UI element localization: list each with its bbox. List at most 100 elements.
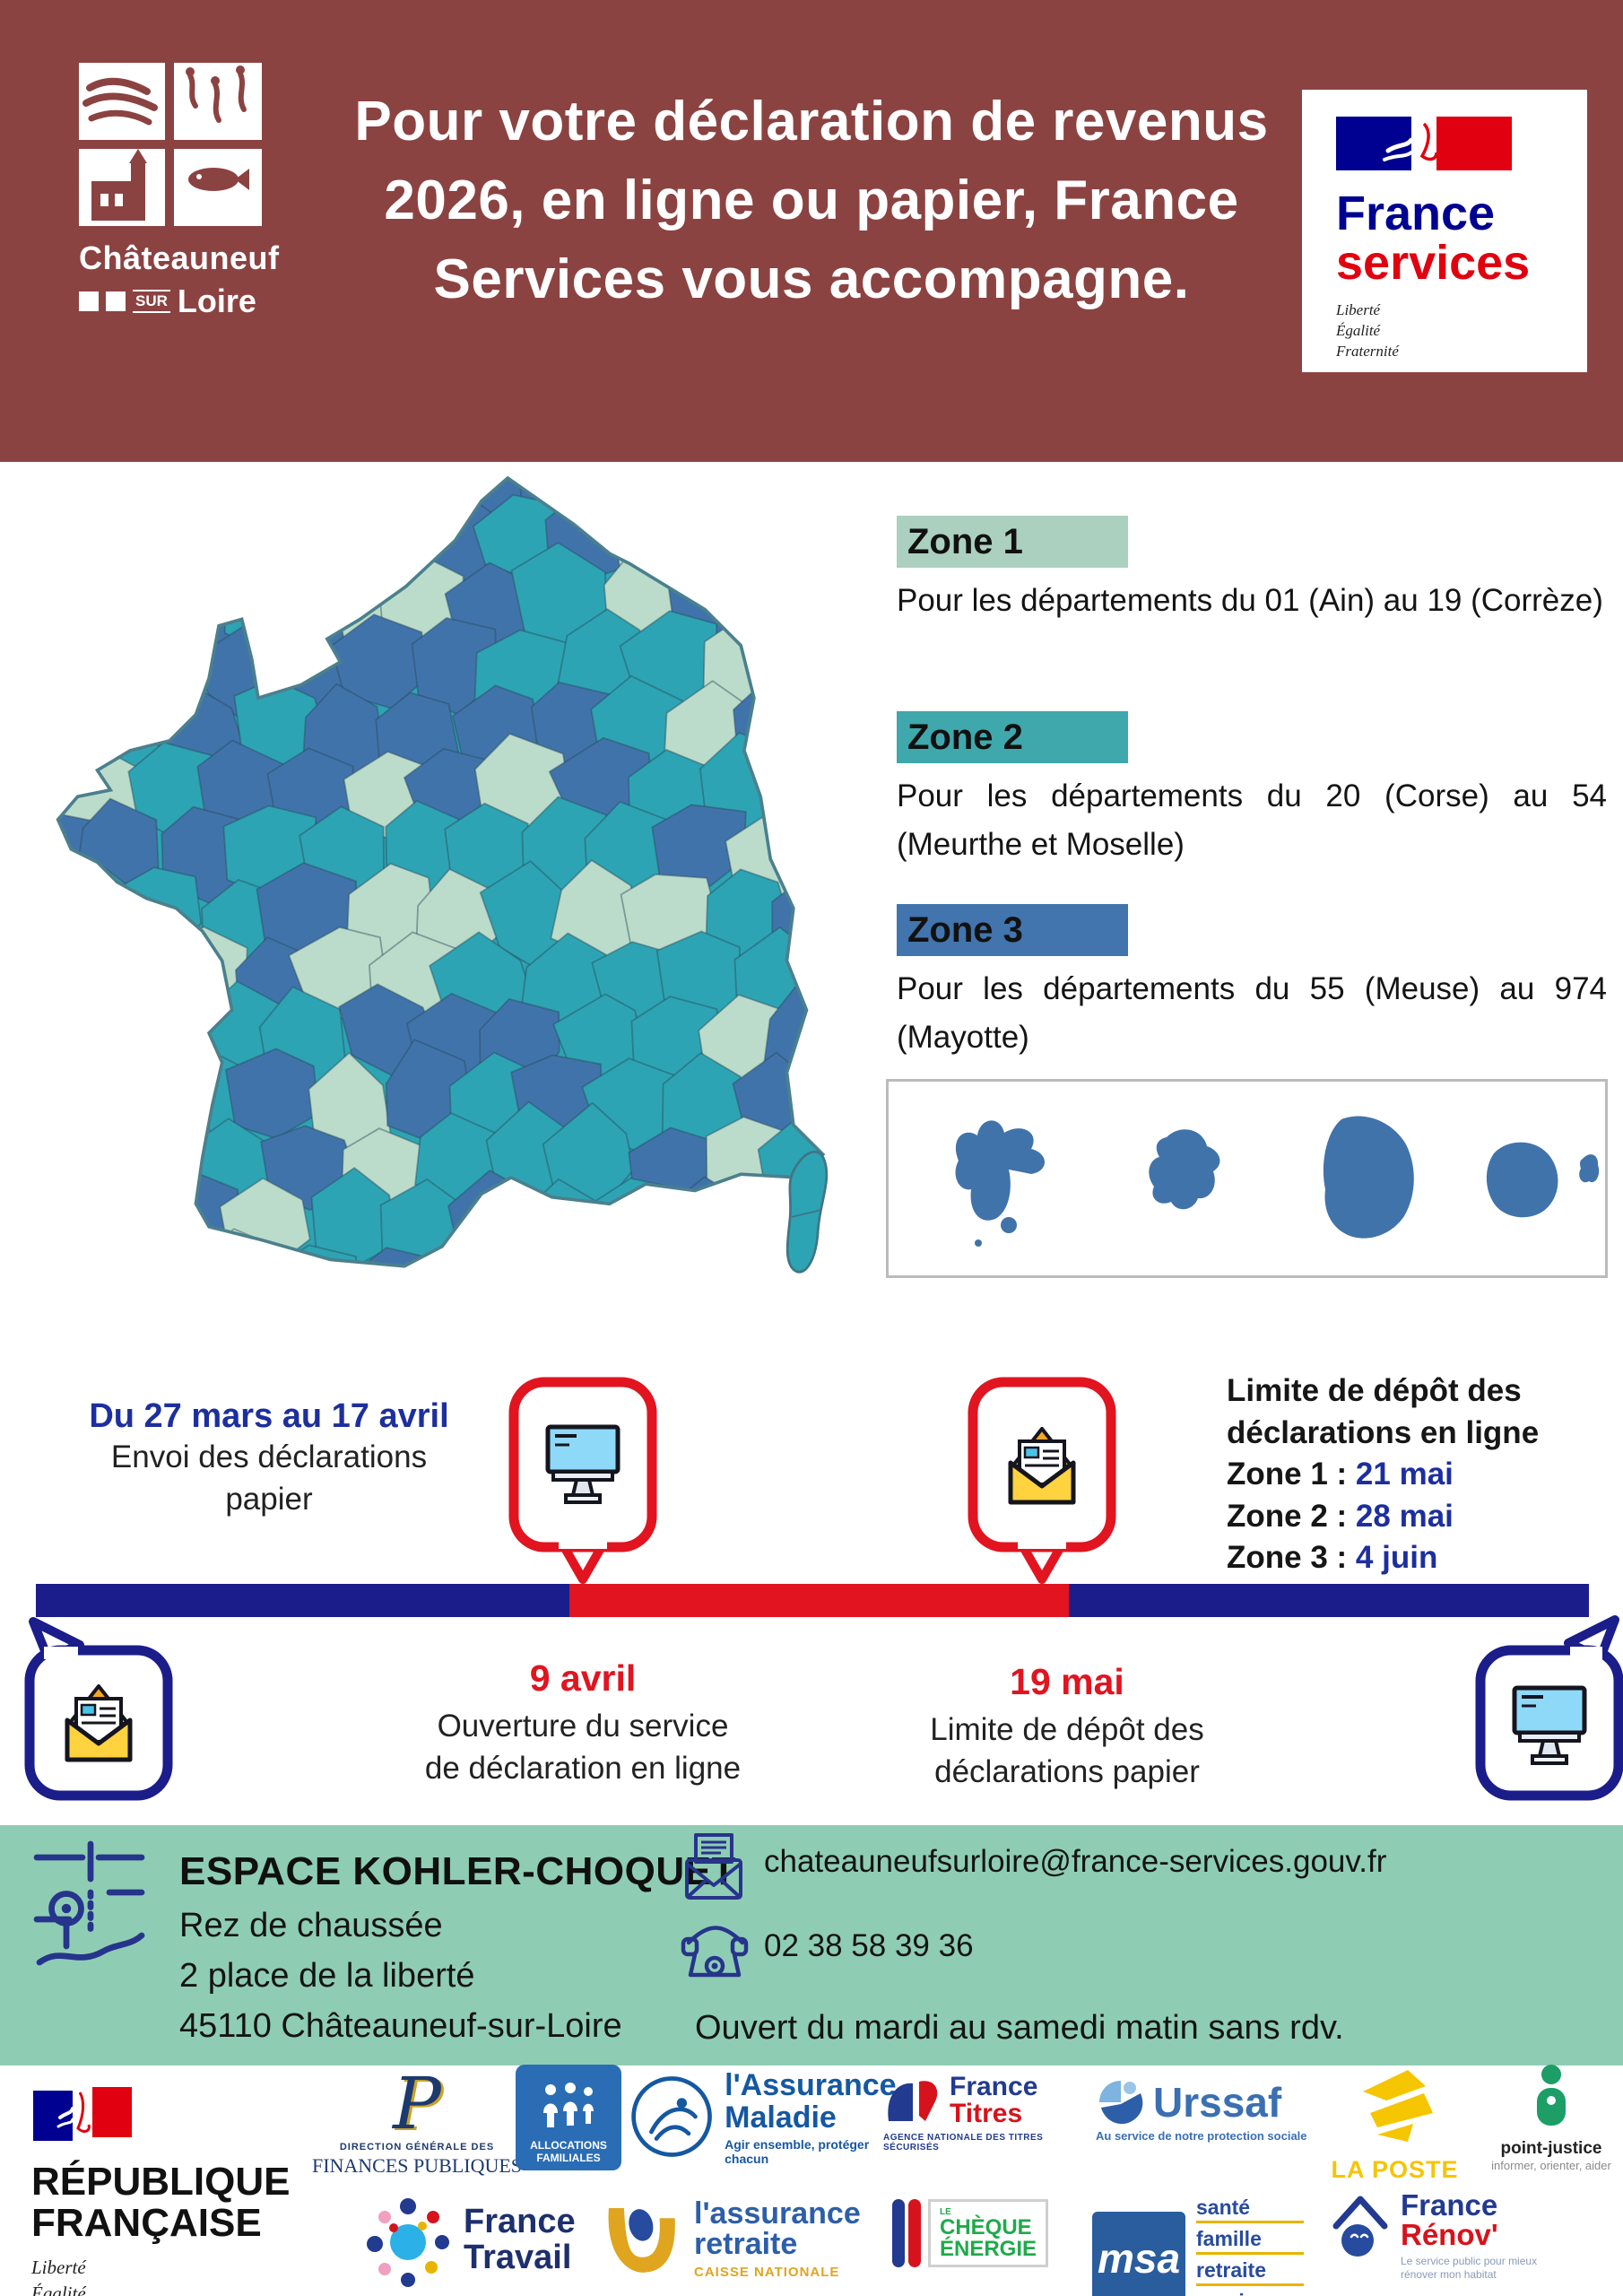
corsica-shape (785, 1150, 829, 1274)
commune-square-icon (106, 291, 126, 311)
motto-egalite: Égalité (1336, 322, 1381, 340)
zone-3-description: Pour les départements du 55 (Meuse) au 9… (897, 971, 1607, 1056)
contact-street: 2 place de la liberté (179, 1957, 475, 1995)
paper-deadline-bubble (968, 1377, 1116, 1584)
online-open-bubble (508, 1377, 657, 1584)
cheque-line1: CHÈQUE (940, 2215, 1032, 2239)
la-poste-name: LA POSTE (1331, 2156, 1459, 2183)
msa-square-icon: msa (1092, 2212, 1185, 2296)
paper-send-line2: papier (225, 1482, 313, 1518)
point-justice-name: point-justice (1500, 2139, 1602, 2158)
timeline-online-deadline: Limite de dépôt des déclarations en lign… (1227, 1370, 1585, 1579)
mayotte-shape (1579, 1154, 1600, 1183)
urssaf-icon (1099, 2081, 1143, 2125)
titres-tagline: AGENCE NATIONALE DES TITRES SÉCURISÉS (883, 2133, 1044, 2152)
paper-send-dates: Du 27 mars au 17 avril (89, 1397, 449, 1435)
point-justice-icon (1537, 2065, 1566, 2126)
commune-name: Châteauneuf (79, 239, 280, 276)
guadeloupe-island-icon (1001, 1217, 1017, 1233)
france-departments-map (56, 475, 829, 1274)
logo-msa: msa santé famille retraite services (1092, 2196, 1304, 2296)
guyane-shape (1323, 1116, 1414, 1239)
logo-urssaf: Urssaf Au service de notre protection so… (1096, 2077, 1311, 2143)
republique-motto2: Égalité (31, 2282, 86, 2296)
zone-2-description: Pour les départements du 20 (Corse) au 5… (897, 778, 1607, 863)
mail-icon (685, 1833, 742, 1900)
renov-line2: Rénov' (1401, 2218, 1498, 2251)
map-location-icon (33, 1840, 145, 1966)
corsica-border (791, 1209, 820, 1218)
paper-deadline-label: Limite de dépôt des déclarations papier (897, 1709, 1237, 1794)
cheque-le: LE (940, 2207, 951, 2217)
cheque-bar-icon (908, 2199, 921, 2268)
logo-france-titres: France Titres AGENCE NATIONALE DES TITRE… (883, 2074, 1089, 2153)
header-banner: Châteauneuf SUR Loire Pour votre déclara… (0, 0, 1623, 462)
msa-item-retraite: retraite (1196, 2258, 1304, 2286)
mainland-outline (56, 475, 826, 1268)
online-deadline-zone2: Zone 2 : 28 mai (1227, 1496, 1585, 1538)
titres-line2: Titres (950, 2099, 1023, 2128)
renov-line1: France (1401, 2188, 1498, 2222)
republique-line2: FRANÇAISE (31, 2201, 262, 2246)
renov-tag1: Le service public pour mieux (1401, 2255, 1538, 2267)
commune-square-icon (79, 291, 99, 311)
france-titres-icon (888, 2081, 938, 2121)
envelope-icon (1008, 1427, 1076, 1505)
legend-zone-1: Zone 1 Pour les départements du 01 (Ain)… (897, 516, 1607, 625)
commune-crest-icon (79, 63, 262, 226)
timeline-online-open: 9 avril Ouverture du service de déclarat… (412, 1657, 753, 1790)
opening-hours: Ouvert du mardi au samedi matin sans rdv… (695, 2009, 1344, 2047)
computer-icon (545, 1424, 621, 1504)
guadeloupe-island-icon (975, 1239, 982, 1247)
reunion-shape (1486, 1142, 1558, 1218)
maladie-line1: l'Assurance (725, 2068, 897, 2102)
zone1-deadline-label: Zone 1 : (1227, 1457, 1348, 1492)
paper-send-label: Envoi des déclarations papier (85, 1436, 453, 1521)
online-deadline-line2: déclarations en ligne (1227, 1414, 1540, 1450)
caf-family-icon (543, 2083, 594, 2128)
paper-send-bubble (24, 1617, 173, 1801)
paper-deadline-line2: déclarations papier (934, 1754, 1200, 1790)
republique-flag-icon (33, 2087, 132, 2141)
paper-send-line1: Envoi des déclarations (110, 1439, 428, 1474)
zone-3-badge: Zone 3 (897, 904, 1128, 956)
zone3-deadline-date: 4 juin (1355, 1540, 1438, 1576)
online-deadline-bubble (1475, 1615, 1623, 1801)
online-open-date: 9 avril (529, 1657, 637, 1699)
logo-assurance-maladie: l'Assurance Maladie Agir ensemble, proté… (628, 2068, 906, 2166)
retraite-tagline: CAISSE NATIONALE (694, 2264, 840, 2280)
la-poste-bird-icon (1362, 2070, 1433, 2142)
motto-fraternite: Fraternité (1336, 343, 1399, 361)
renov-tag2: rénover mon habitat (1401, 2268, 1497, 2281)
france-services-word1: France (1336, 187, 1496, 240)
logo-cheque-energie: LE CHÈQUE ÉNERGIE (892, 2199, 1049, 2268)
retraite-line2: retraite (694, 2226, 798, 2261)
finances-name: FINANCES PUBLIQUES (311, 2154, 523, 2177)
legend-zone-2: Zone 2 Pour les départements du 20 (Cors… (897, 711, 1607, 870)
zone-1-badge: Zone 1 (897, 516, 1128, 568)
logo-allocations-familiales: ALLOCATIONS FAMILIALES (516, 2065, 621, 2170)
finances-monogram-icon: P (393, 2062, 441, 2145)
online-deadline-zone3: Zone 3 : 4 juin (1227, 1537, 1585, 1579)
commune-sur: SUR (133, 290, 170, 313)
online-open-line2: de déclaration en ligne (424, 1751, 742, 1787)
logo-republique-francaise: RÉPUBLIQUE FRANÇAISE Liberté Égalité Fra… (31, 2085, 290, 2296)
timeline-paper-send: Du 27 mars au 17 avril Envoi des déclara… (85, 1397, 453, 1521)
commune-logo: Châteauneuf SUR Loire (79, 63, 312, 320)
overseas-territories-box (886, 1079, 1608, 1278)
guadeloupe-shape (955, 1120, 1045, 1221)
contact-name: ESPACE KOHLER-CHOQUET (179, 1849, 736, 1893)
zone-2-badge: Zone 2 (897, 711, 1128, 763)
maladie-line2: Maladie (725, 2100, 837, 2135)
logo-assurance-retraite: l'assurance retraite CAISSE NATIONALE (592, 2196, 888, 2282)
france-services-motto: Liberté Égalité Fraternité (1336, 300, 1587, 362)
envelope-icon (65, 1684, 133, 1762)
zone3-deadline-label: Zone 3 : (1227, 1540, 1348, 1576)
cheque-line2: ÉNERGIE (940, 2236, 1037, 2261)
commune-loire: Loire (177, 283, 256, 319)
contact-floor: Rez de chaussée (179, 1907, 443, 1944)
zone1-deadline-date: 21 mai (1355, 1457, 1454, 1492)
legend-zone-3: Zone 3 Pour les départements du 55 (Meus… (897, 904, 1607, 1063)
urssaf-tagline: Au service de notre protection sociale (1096, 2129, 1307, 2143)
